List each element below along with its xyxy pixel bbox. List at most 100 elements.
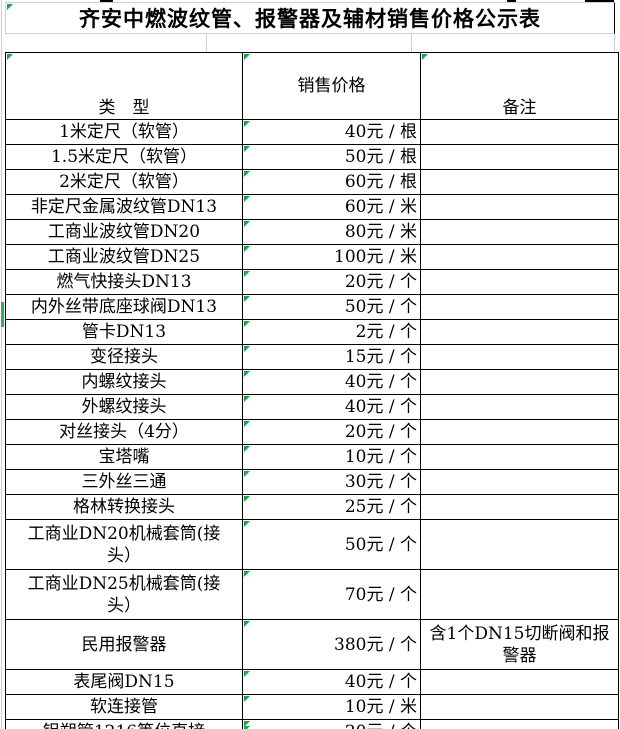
price-cell[interactable]: 50元 / 个	[242, 294, 421, 321]
table-row: 民用报警器 380元 / 个 含1个DN15切断阀和报 警器	[5, 619, 619, 671]
price-cell[interactable]: 25元 / 个	[242, 494, 421, 521]
note-cell[interactable]	[420, 719, 619, 729]
type-cell[interactable]: 内螺纹接头	[5, 369, 243, 396]
price-text: 20元 / 个	[344, 422, 417, 443]
header-note-cell[interactable]: 备注	[420, 51, 619, 121]
price-cell[interactable]: 100元 / 米	[242, 244, 421, 271]
price-cell[interactable]: 80元 / 米	[242, 219, 421, 246]
type-cell[interactable]: 对丝接头（4分）	[5, 419, 243, 446]
price-cell[interactable]: 10元 / 个	[242, 444, 421, 471]
note-cell[interactable]	[420, 219, 619, 246]
price-text: 20元 / 个	[344, 272, 417, 293]
price-cell[interactable]: 380元 / 个	[242, 619, 421, 671]
note-cell[interactable]	[420, 519, 619, 571]
type-cell[interactable]: 燃气快接头DN13	[5, 269, 243, 296]
note-cell[interactable]	[420, 494, 619, 521]
price-cell[interactable]: 70元 / 个	[242, 569, 421, 621]
error-indicator-icon	[244, 496, 250, 503]
type-cell[interactable]: 管卡DN13	[5, 319, 243, 346]
type-cell[interactable]: 民用报警器	[5, 619, 243, 671]
note-cell[interactable]	[420, 669, 619, 696]
type-cell[interactable]: 外螺纹接头	[5, 394, 243, 421]
top-border-remnant	[507, 0, 516, 2]
note-cell[interactable]	[420, 294, 619, 321]
note-cell[interactable]	[420, 394, 619, 421]
note-cell[interactable]	[420, 444, 619, 471]
price-text: 10元 / 个	[344, 447, 417, 468]
price-cell[interactable]: 50元 / 个	[242, 519, 421, 571]
error-indicator-icon	[244, 521, 250, 528]
title-cell[interactable]: 齐安中燃波纹管、报警器及辅材销售价格公示表	[5, 2, 615, 34]
type-cell[interactable]: 2米定尺（软管）	[5, 169, 243, 196]
note-cell[interactable]	[420, 119, 619, 146]
type-cell[interactable]: 铝朔管1216等位直接	[5, 719, 243, 729]
type-cell[interactable]: 变径接头	[5, 344, 243, 371]
table-row: 内螺纹接头 40元 / 个	[5, 369, 619, 396]
price-text: 40元 / 个	[344, 397, 417, 418]
type-cell[interactable]: 格林转换接头	[5, 494, 243, 521]
header-type-cell[interactable]: 类 型	[5, 51, 243, 121]
header-price-cell[interactable]: 销售价格	[242, 51, 421, 121]
price-text: 2元 / 个	[355, 322, 417, 343]
note-cell[interactable]: 含1个DN15切断阀和报 警器	[420, 619, 619, 671]
type-cell[interactable]: 工商业波纹管DN25	[5, 244, 243, 271]
type-cell[interactable]: 1米定尺（软管）	[5, 119, 243, 146]
table-row: 工商业波纹管DN25 100元 / 米	[5, 244, 619, 271]
price-text: 50元 / 个	[344, 534, 417, 555]
note-cell[interactable]	[420, 169, 619, 196]
type-cell[interactable]: 工商业波纹管DN20	[5, 219, 243, 246]
note-cell[interactable]	[420, 419, 619, 446]
type-cell[interactable]: 表尾阀DN15	[5, 669, 243, 696]
note-cell[interactable]	[420, 194, 619, 221]
price-cell[interactable]: 60元 / 米	[242, 194, 421, 221]
blank-row-gridline-v1	[206, 33, 207, 52]
table-row: 表尾阀DN15 40元 / 个	[5, 669, 619, 696]
price-cell[interactable]: 10元 / 米	[242, 694, 421, 721]
price-text: 50元 / 个	[344, 297, 417, 318]
table-row: 1.5米定尺（软管） 50元 / 根	[5, 144, 619, 171]
price-text: 40元 / 个	[344, 372, 417, 393]
error-indicator-icon	[244, 296, 250, 303]
price-cell[interactable]: 60元 / 根	[242, 169, 421, 196]
type-cell[interactable]: 工商业DN20机械套筒(接 头）	[5, 519, 243, 571]
type-cell[interactable]: 1.5米定尺（软管）	[5, 144, 243, 171]
price-cell[interactable]: 30元 / 个	[242, 469, 421, 496]
table-row: 内外丝带底座球阀DN13 50元 / 个	[5, 294, 619, 321]
error-indicator-icon	[422, 54, 428, 60]
error-indicator-icon	[244, 221, 250, 228]
error-indicator-icon	[244, 346, 250, 353]
table-row: 工商业DN20机械套筒(接 头） 50元 / 个	[5, 519, 619, 571]
price-cell[interactable]: 40元 / 个	[242, 369, 421, 396]
note-cell[interactable]	[420, 344, 619, 371]
type-cell[interactable]: 宝塔嘴	[5, 444, 243, 471]
error-indicator-icon	[244, 446, 250, 453]
note-cell[interactable]	[420, 319, 619, 346]
price-cell[interactable]: 20元 / 个	[242, 269, 421, 296]
note-cell[interactable]	[420, 144, 619, 171]
type-cell[interactable]: 内外丝带底座球阀DN13	[5, 294, 243, 321]
type-cell[interactable]: 工商业DN25机械套筒(接 头）	[5, 569, 243, 621]
price-cell[interactable]: 40元 / 根	[242, 119, 421, 146]
error-indicator-icon	[244, 396, 250, 403]
price-cell[interactable]: 40元 / 个	[242, 669, 421, 696]
error-indicator-icon	[244, 371, 250, 378]
note-cell[interactable]	[420, 244, 619, 271]
price-cell[interactable]: 15元 / 个	[242, 344, 421, 371]
note-cell[interactable]	[420, 569, 619, 621]
price-text: 10元 / 米	[344, 697, 417, 718]
type-cell[interactable]: 非定尺金属波纹管DN13	[5, 194, 243, 221]
note-cell[interactable]	[420, 369, 619, 396]
price-text: 50元 / 根	[344, 147, 417, 168]
note-cell[interactable]	[420, 469, 619, 496]
error-indicator-icon	[7, 4, 13, 10]
price-cell[interactable]: 20元 / 个	[242, 419, 421, 446]
note-cell[interactable]	[420, 694, 619, 721]
price-cell[interactable]: 20元 / 个	[242, 719, 421, 729]
price-cell[interactable]: 2元 / 个	[242, 319, 421, 346]
note-cell[interactable]	[420, 269, 619, 296]
price-cell[interactable]: 40元 / 个	[242, 394, 421, 421]
error-indicator-icon	[7, 54, 13, 60]
type-cell[interactable]: 三外丝三通	[5, 469, 243, 496]
type-cell[interactable]: 软连接管	[5, 694, 243, 721]
price-cell[interactable]: 50元 / 根	[242, 144, 421, 171]
